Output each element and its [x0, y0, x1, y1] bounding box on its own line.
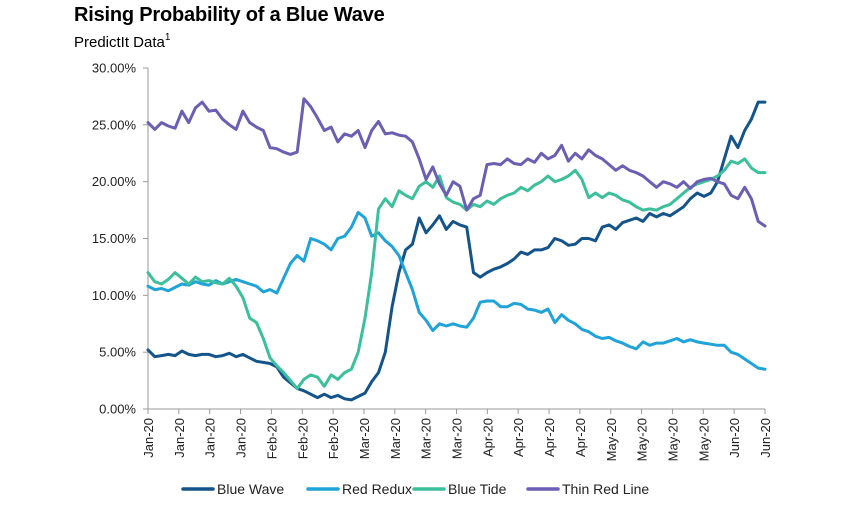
x-tick-label: Jun-20	[758, 418, 773, 458]
x-tick-label: Apr-20	[480, 418, 495, 457]
y-tick-label: 15.00%	[92, 231, 137, 246]
x-tick-label: Jun-20	[727, 418, 742, 458]
x-tick-label: Apr-20	[511, 418, 526, 457]
y-tick-label: 10.00%	[92, 288, 137, 303]
x-tick-label: Feb-20	[264, 418, 279, 459]
chart-title: Rising Probability of a Blue Wave	[74, 4, 385, 26]
x-tick-label: Jan-20	[203, 418, 218, 458]
x-tick-label: Jan-20	[172, 418, 187, 458]
x-tick-label: Mar-20	[357, 418, 372, 459]
x-tick-label: May-20	[635, 418, 650, 461]
x-tick-label: Feb-20	[326, 418, 341, 459]
y-tick-label: 0.00%	[99, 402, 136, 417]
chart-subtitle-text: PredictIt Data	[74, 34, 165, 51]
x-tick-label: Jan-20	[234, 418, 249, 458]
x-tick-label: May-20	[665, 418, 680, 461]
y-tick-label: 30.00%	[92, 61, 137, 76]
x-tick-label: Feb-20	[295, 418, 310, 459]
x-tick-label: Mar-20	[419, 418, 434, 459]
plot-lines	[146, 97, 767, 402]
x-tick-label: Apr-20	[542, 418, 557, 457]
x-tick-label: Mar-20	[388, 418, 403, 459]
footnote-marker: 1	[164, 32, 171, 43]
x-tick-label: Jan-20	[141, 418, 156, 458]
x-tick-label: May-20	[696, 418, 711, 461]
x-tick-label: Mar-20	[450, 418, 465, 459]
y-tick-label: 25.00%	[92, 117, 137, 132]
legend-label-blue-tide: Blue Tide	[448, 481, 507, 497]
series-line-red-redux	[146, 210, 767, 371]
x-tick-label: May-20	[604, 418, 619, 461]
x-axis: Jan-20 Jan-20 Jan-20 Jan-20 Feb-20 Feb-20 Feb-…	[141, 408, 773, 461]
y-axis: 0.00% 5.00% 10.00% 15.00% 20.00% 25.00% 30.00%	[92, 61, 149, 417]
legend-label-red-redux: Red Redux	[342, 481, 412, 497]
series-line-thin-red-line	[146, 97, 767, 228]
y-tick-label: 20.00%	[92, 174, 137, 189]
x-tick-label: Apr-20	[573, 418, 588, 457]
legend-label-blue-wave: Blue Wave	[217, 481, 284, 497]
chart-subtitle: PredictIt Data1	[74, 32, 171, 51]
legend: Blue Wave Red Redux Blue Tide Thin Red Line	[181, 481, 649, 497]
y-tick-label: 5.00%	[99, 345, 136, 360]
legend-label-thin-red-line: Thin Red Line	[562, 481, 649, 497]
series-line-blue-tide	[146, 157, 767, 390]
series-line-blue-wave	[146, 100, 767, 402]
